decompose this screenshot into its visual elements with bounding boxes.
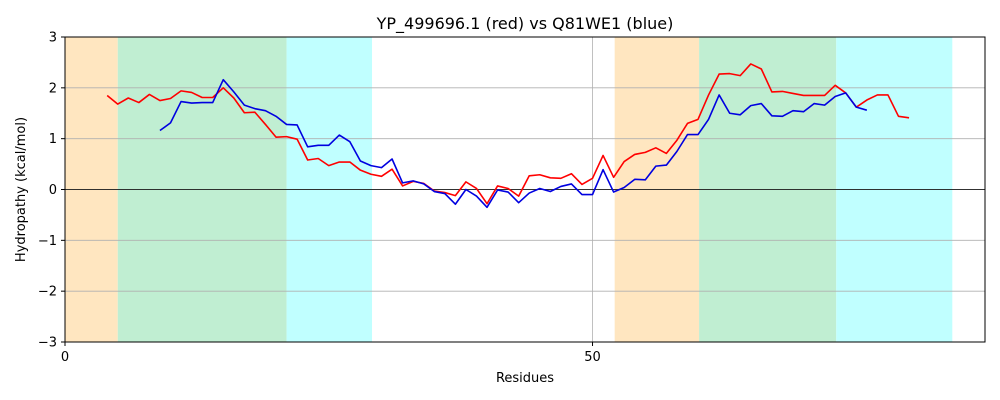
y-tick-label: 3 — [49, 31, 57, 46]
y-tick-label: 0 — [49, 183, 57, 198]
series-line-0 — [106, 63, 910, 205]
y-tick-label: 2 — [49, 81, 57, 96]
x-axis-label: Residues — [496, 371, 554, 386]
y-axis-label: Hydropathy (kcal/mol) — [14, 117, 29, 262]
series-line-1 — [159, 78, 868, 209]
x-tick-label: 0 — [61, 350, 69, 365]
y-tick-label: −2 — [38, 285, 57, 300]
chart-title: YP_499696.1 (red) vs Q81WE1 (blue) — [376, 14, 674, 34]
y-tick-label: −3 — [38, 336, 57, 351]
x-tick-label: 50 — [584, 350, 601, 365]
axis-ticks: −3 −2 −1 0 1 2 3 0 50 — [38, 31, 601, 366]
y-tick-label: 1 — [49, 132, 57, 147]
y-tick-label: −1 — [38, 234, 57, 249]
series-lines — [106, 63, 910, 209]
